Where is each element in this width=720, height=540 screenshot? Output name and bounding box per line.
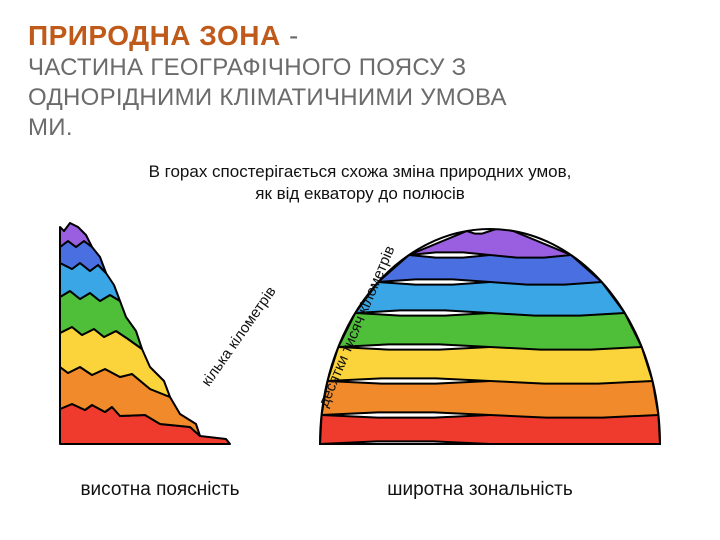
subtitle-l1: ЧАСТИНА ГЕОГРАФІЧНОГО ПОЯСУ З (28, 53, 692, 83)
caption-l2: як від екватору до полюсів (255, 184, 465, 203)
title-dash: - (281, 20, 299, 51)
title-line: ПРИРОДНА ЗОНА - (28, 18, 692, 53)
subtitle-l3: МИ. (28, 113, 692, 143)
dome-bottom-label: широтна зональність (280, 479, 680, 501)
title-strong: ПРИРОДНА ЗОНА (28, 20, 281, 51)
figure-caption: В горах спостерігається схожа зміна прир… (28, 161, 692, 205)
dome-diagram (310, 219, 670, 449)
figure: кілька кілометрів десятки тисяч кілометр… (40, 213, 680, 503)
mountain-bottom-label: висотна поясність (40, 479, 280, 501)
caption-l1: В горах спостерігається схожа зміна прир… (149, 162, 572, 181)
slide: ПРИРОДНА ЗОНА - ЧАСТИНА ГЕОГРАФІЧНОГО ПО… (0, 0, 720, 540)
bottom-labels: висотна поясність широтна зональність (40, 479, 680, 501)
subtitle-l2: ОДНОРІДНИМИ КЛІМАТИЧНИМИ УМОВА (28, 83, 692, 113)
